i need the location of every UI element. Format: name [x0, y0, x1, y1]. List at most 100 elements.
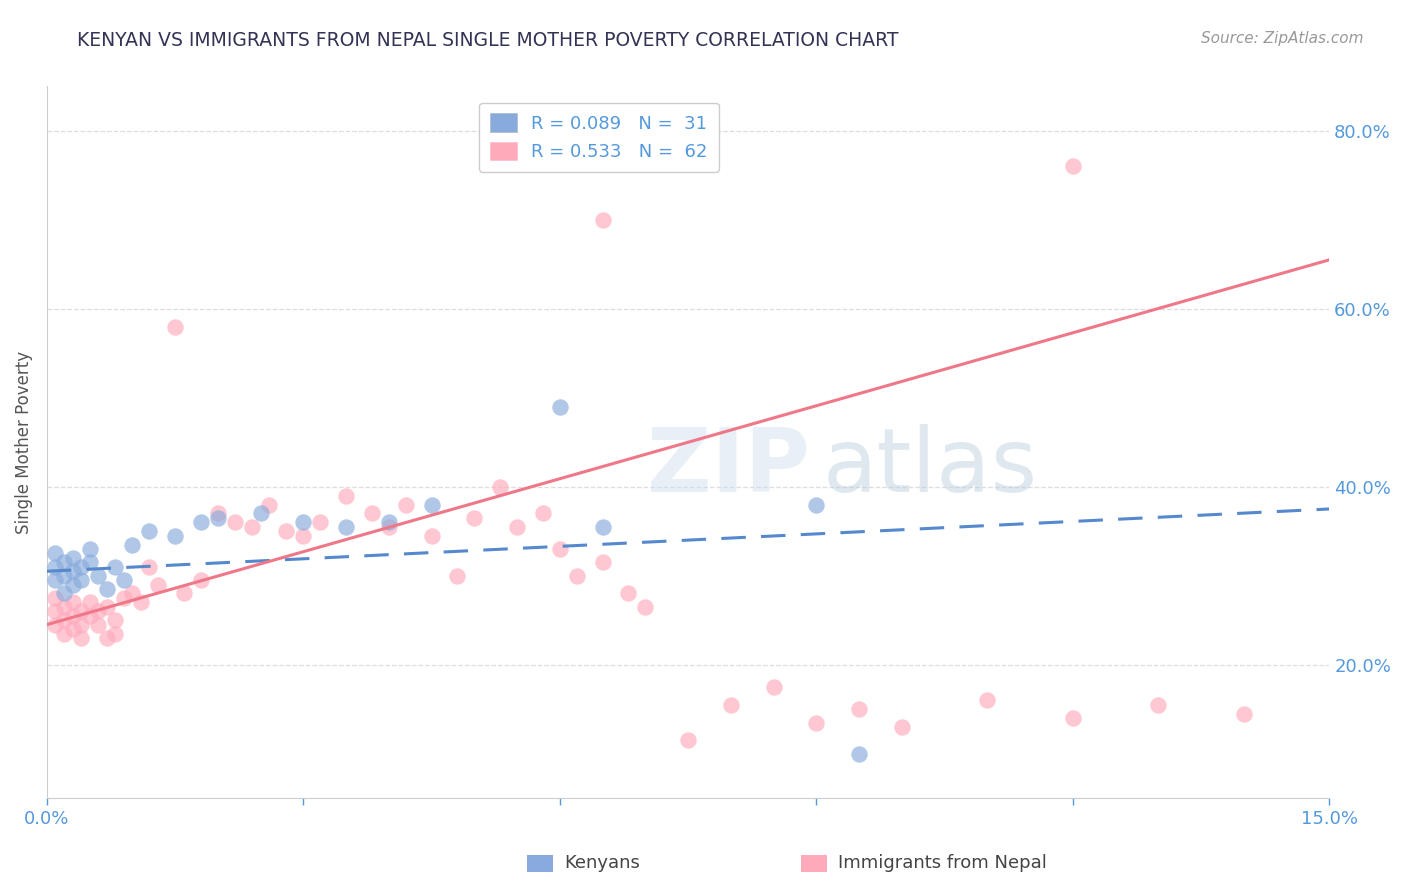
Point	[165, 529, 187, 543]
Point	[87, 617, 110, 632]
Point	[121, 586, 143, 600]
Point	[70, 631, 93, 645]
Point	[249, 507, 271, 521]
Point	[592, 212, 614, 227]
Point	[121, 537, 143, 551]
Point	[463, 511, 485, 525]
Point	[129, 595, 152, 609]
Text: Immigrants from Nepal: Immigrants from Nepal	[838, 855, 1047, 872]
Point	[62, 608, 84, 623]
Text: Source: ZipAtlas.com: Source: ZipAtlas.com	[1201, 31, 1364, 46]
Point	[62, 595, 84, 609]
Point	[506, 520, 529, 534]
Point	[395, 498, 418, 512]
Point	[207, 511, 229, 525]
Point	[292, 516, 315, 530]
Text: atlas: atlas	[823, 424, 1038, 510]
Point	[257, 498, 280, 512]
Legend: R = 0.089   N =  31, R = 0.533   N =  62: R = 0.089 N = 31, R = 0.533 N = 62	[479, 103, 718, 172]
Point	[70, 559, 93, 574]
Point	[62, 564, 84, 578]
Point	[112, 573, 135, 587]
Point	[44, 546, 66, 560]
Point	[531, 507, 554, 521]
Point	[592, 555, 614, 569]
Point	[762, 680, 785, 694]
Point	[720, 698, 742, 712]
Point	[104, 626, 127, 640]
Point	[53, 568, 76, 582]
Point	[44, 573, 66, 587]
Point	[335, 520, 357, 534]
Point	[96, 599, 118, 614]
Point	[420, 498, 443, 512]
Point	[44, 559, 66, 574]
Point	[446, 568, 468, 582]
Point	[62, 577, 84, 591]
Point	[1062, 160, 1084, 174]
Point	[634, 599, 657, 614]
Point	[53, 599, 76, 614]
Point	[240, 520, 263, 534]
Point	[138, 524, 160, 539]
Point	[378, 520, 401, 534]
Point	[53, 626, 76, 640]
Point	[79, 608, 101, 623]
Point	[565, 568, 588, 582]
Point	[96, 631, 118, 645]
Point	[378, 516, 401, 530]
Point	[976, 693, 998, 707]
Point	[548, 541, 571, 556]
Point	[53, 613, 76, 627]
Point	[44, 617, 66, 632]
Point	[360, 507, 382, 521]
Point	[138, 559, 160, 574]
Point	[146, 577, 169, 591]
Point	[53, 555, 76, 569]
Point	[79, 555, 101, 569]
Point	[70, 604, 93, 618]
Point	[676, 733, 699, 747]
Text: Kenyans: Kenyans	[564, 855, 640, 872]
Point	[617, 586, 640, 600]
Point	[79, 595, 101, 609]
Point	[1147, 698, 1170, 712]
Point	[806, 498, 828, 512]
Point	[70, 573, 93, 587]
Point	[848, 702, 870, 716]
Point	[53, 586, 76, 600]
Point	[890, 720, 912, 734]
Point	[806, 715, 828, 730]
Point	[1233, 706, 1256, 721]
Point	[592, 520, 614, 534]
Text: KENYAN VS IMMIGRANTS FROM NEPAL SINGLE MOTHER POVERTY CORRELATION CHART: KENYAN VS IMMIGRANTS FROM NEPAL SINGLE M…	[77, 31, 898, 50]
Text: ZIP: ZIP	[647, 424, 810, 510]
Point	[79, 541, 101, 556]
Point	[848, 747, 870, 761]
Point	[548, 400, 571, 414]
Point	[335, 489, 357, 503]
Y-axis label: Single Mother Poverty: Single Mother Poverty	[15, 351, 32, 533]
Point	[276, 524, 298, 539]
Point	[489, 480, 512, 494]
Point	[224, 516, 246, 530]
Point	[309, 516, 332, 530]
Point	[292, 529, 315, 543]
Point	[70, 617, 93, 632]
Point	[44, 591, 66, 605]
Point	[190, 573, 212, 587]
Point	[1062, 711, 1084, 725]
Point	[62, 622, 84, 636]
Point	[62, 550, 84, 565]
Point	[104, 559, 127, 574]
Point	[87, 568, 110, 582]
Point	[87, 604, 110, 618]
Point	[165, 319, 187, 334]
Point	[104, 613, 127, 627]
Point	[207, 507, 229, 521]
Point	[190, 516, 212, 530]
Point	[112, 591, 135, 605]
Point	[44, 604, 66, 618]
Point	[173, 586, 195, 600]
Point	[96, 582, 118, 596]
